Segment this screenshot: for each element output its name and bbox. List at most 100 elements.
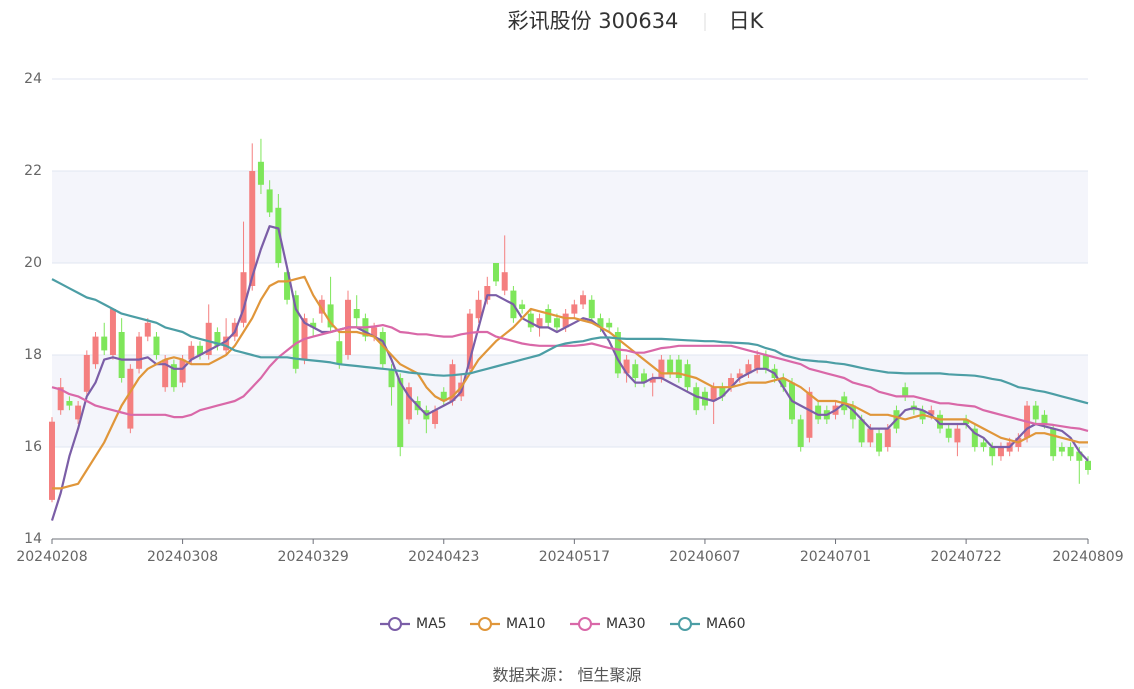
candle: [797, 414, 804, 452]
candle: [588, 295, 595, 323]
candle-body: [989, 447, 996, 457]
candle-body: [527, 313, 534, 328]
x-tick-label: 20240607: [669, 549, 740, 565]
y-tick-label: 20: [24, 255, 42, 271]
legend-marker: [678, 617, 692, 631]
candle: [736, 368, 743, 383]
candle-body: [1050, 428, 1057, 457]
x-tick-label: 20240701: [800, 549, 871, 565]
candle-body: [257, 161, 264, 185]
candle-body: [101, 336, 108, 351]
candle-body: [815, 405, 822, 420]
candle-body: [75, 405, 82, 420]
legend-marker: [478, 617, 492, 631]
candle-body: [109, 309, 116, 355]
candle-body: [762, 355, 769, 369]
candle: [527, 309, 534, 332]
candle: [144, 318, 151, 342]
chart-title: 彩讯股份 300634: [508, 9, 679, 33]
plot-background: [52, 171, 1088, 447]
candle-body: [632, 364, 639, 378]
candle: [954, 424, 961, 457]
candle-body: [1076, 451, 1083, 461]
x-tick-label: 20240308: [147, 549, 218, 565]
ma-line: [52, 275, 1088, 490]
candle-body: [501, 272, 508, 291]
candle-body: [127, 368, 134, 429]
candle-body: [754, 355, 761, 369]
y-tick-label: 14: [24, 531, 42, 547]
candle-body: [170, 364, 177, 388]
candle: [440, 387, 447, 406]
candle-body: [675, 359, 682, 378]
candle: [83, 350, 90, 397]
candle-body: [57, 387, 64, 411]
candle: [57, 378, 64, 415]
candle-body: [292, 295, 299, 369]
candle: [902, 382, 909, 401]
candle-body: [945, 428, 952, 438]
candle-body: [223, 336, 230, 351]
y-tick-label: 18: [24, 347, 42, 363]
x-tick-label: 20240329: [278, 549, 349, 565]
legend-item: MA10: [470, 616, 545, 632]
candle-body: [310, 322, 317, 328]
candle-body: [536, 318, 543, 328]
candle-body: [1058, 447, 1065, 452]
candle-body: [736, 373, 743, 378]
candle-body: [719, 387, 726, 397]
candle-body: [884, 428, 891, 447]
candle: [641, 368, 647, 388]
candle: [493, 263, 499, 286]
legend-label: MA5: [416, 616, 447, 632]
candle: [501, 235, 508, 296]
candle-body: [475, 299, 482, 319]
candle-body: [1085, 460, 1091, 470]
candle: [118, 318, 125, 383]
candle-body: [667, 359, 674, 374]
candle-body: [849, 405, 856, 420]
candle-body: [606, 322, 613, 328]
candle-body: [144, 322, 151, 337]
candle-body: [466, 313, 473, 369]
candle-body: [179, 359, 186, 383]
candle-body: [928, 410, 935, 415]
candle-body: [562, 313, 569, 328]
x-tick-label: 20240722: [930, 549, 1001, 565]
candle: [449, 359, 456, 406]
candle: [75, 401, 82, 424]
candle: [606, 318, 613, 332]
candle-body: [693, 387, 700, 411]
grid-band: [52, 355, 1088, 447]
candle-body: [327, 304, 334, 328]
candle: [353, 295, 360, 328]
candle: [66, 396, 73, 411]
candle: [545, 304, 552, 328]
candle: [1050, 424, 1057, 461]
x-tick-label: 20240423: [408, 549, 479, 565]
candle-body: [49, 421, 55, 500]
candle-body: [963, 419, 970, 424]
candle-body: [66, 401, 73, 406]
ma-line: [51, 278, 1089, 405]
candle-body: [153, 336, 160, 355]
candle: [945, 424, 952, 443]
candle: [536, 313, 543, 337]
candle-body: [318, 299, 325, 314]
candle: [162, 355, 169, 392]
candle: [379, 327, 386, 369]
candle: [675, 355, 682, 383]
legend-label: MA30: [606, 616, 645, 632]
candle-body: [371, 327, 378, 337]
source-note: 数据来源： 恒生聚源: [492, 666, 641, 685]
candle-body: [249, 171, 256, 286]
candle-body: [1067, 447, 1074, 457]
candle: [136, 332, 143, 374]
candle-body: [571, 304, 578, 314]
candle-body: [519, 304, 526, 309]
candle-body: [405, 387, 412, 420]
y-tick-label: 22: [24, 163, 42, 179]
candle-body: [971, 428, 978, 447]
chart-subtitle: 日K: [729, 9, 765, 33]
